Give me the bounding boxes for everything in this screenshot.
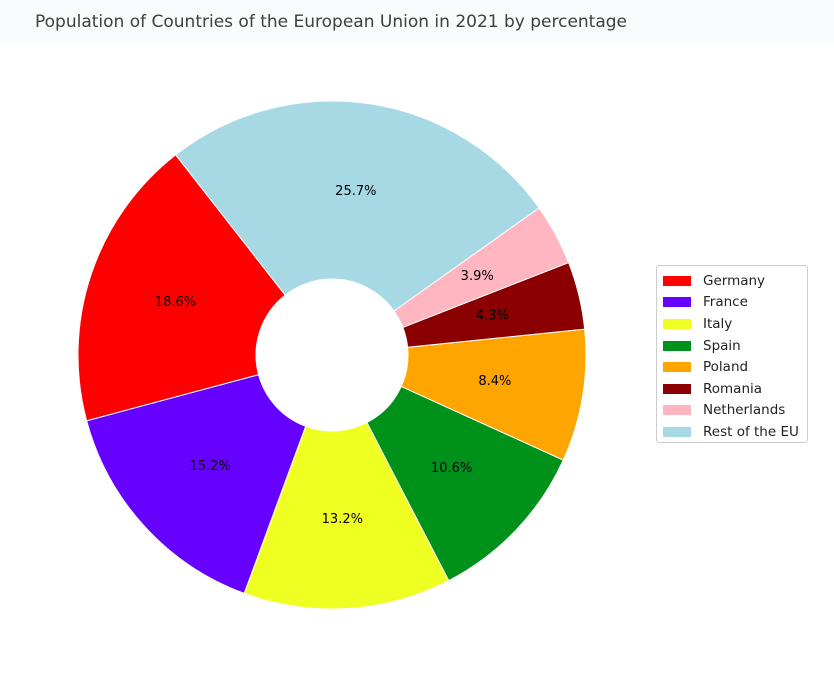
- legend-label: Germany: [703, 272, 766, 289]
- legend: Germany France Italy Spain Poland Romania Neth…: [656, 265, 808, 443]
- slice-spain: [366, 385, 564, 582]
- legend-item-netherlands: Netherlands: [663, 400, 807, 422]
- legend-swatch: [663, 340, 691, 351]
- legend-item-germany: Germany: [663, 270, 807, 292]
- legend-item-rest-of-the-eu: Rest of the EU: [663, 421, 807, 443]
- legend-label: Italy: [703, 315, 733, 332]
- legend-label: Romania: [703, 380, 763, 397]
- legend-label: Poland: [703, 359, 749, 376]
- legend-swatch: [663, 383, 691, 394]
- legend-swatch: [663, 405, 691, 416]
- legend-swatch: [663, 297, 691, 308]
- slices-group: [77, 100, 587, 610]
- legend-swatch: [663, 275, 691, 286]
- pct-label-spain: 10.6%: [431, 461, 472, 476]
- slice-poland: [400, 328, 587, 461]
- pct-label-italy: 13.2%: [322, 512, 363, 527]
- pct-label-poland: 8.4%: [478, 374, 511, 389]
- chart-title: Population of Countries of the European …: [35, 12, 628, 32]
- legend-label: Spain: [703, 337, 741, 354]
- legend-label: France: [703, 294, 748, 311]
- legend-item-france: France: [663, 292, 807, 314]
- title-band: [0, 0, 834, 44]
- slice-germany: [77, 154, 286, 422]
- legend-item-romania: Romania: [663, 378, 807, 400]
- legend-swatch: [663, 318, 691, 329]
- slice-rest-of-the-eu: [174, 100, 540, 312]
- pct-label-romania: 4.3%: [476, 309, 509, 324]
- legend-item-italy: Italy: [663, 313, 807, 335]
- slice-italy: [243, 421, 450, 610]
- legend-item-spain: Spain: [663, 335, 807, 357]
- legend-swatch: [663, 362, 691, 373]
- slice-france: [86, 374, 307, 595]
- legend-item-poland: Poland: [663, 356, 807, 378]
- legend-label: Netherlands: [703, 402, 786, 419]
- pct-label-france: 15.2%: [190, 459, 231, 474]
- pct-label-germany: 18.6%: [155, 295, 196, 310]
- percent-labels-group: 18.6% 15.2% 13.2% 10.6% 8.4% 4.3% 3.9% 25.7%: [155, 184, 511, 527]
- legend-label: Rest of the EU: [703, 423, 799, 440]
- legend-swatch: [663, 426, 691, 437]
- pct-label-rest-of-the-eu: 25.7%: [335, 184, 376, 199]
- pct-label-netherlands: 3.9%: [461, 269, 494, 284]
